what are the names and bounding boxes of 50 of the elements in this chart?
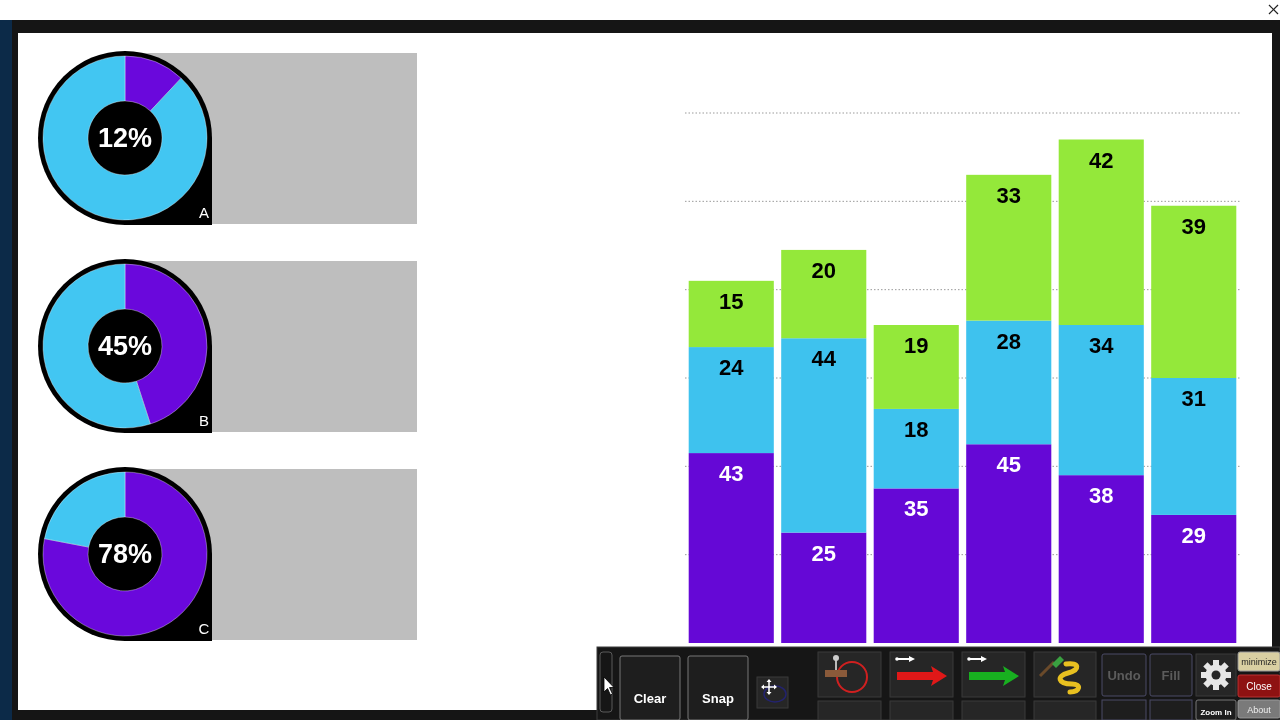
bar <box>688 453 774 643</box>
text: 45% <box>97 331 153 361</box>
bar <box>873 488 959 643</box>
button: Snap <box>687 655 749 720</box>
data-label: 15 <box>719 288 744 314</box>
data-label: 29 <box>1181 522 1206 548</box>
text: C <box>198 620 210 637</box>
button: minimize <box>1237 651 1280 672</box>
button: Close <box>1237 674 1280 698</box>
data-label: 18 <box>904 416 929 442</box>
bar <box>1151 514 1237 643</box>
data-label: 19 <box>904 333 929 358</box>
bar <box>873 408 959 489</box>
bar <box>781 338 867 533</box>
bar <box>1058 325 1144 476</box>
bar <box>688 347 774 454</box>
button: About <box>1237 699 1280 719</box>
bar <box>688 280 774 348</box>
bar <box>966 444 1052 643</box>
bar <box>1151 205 1237 378</box>
data-label: 35 <box>904 496 929 522</box>
bar <box>1058 475 1144 643</box>
button: Clear <box>619 655 681 720</box>
data-label: 43 <box>719 461 744 487</box>
text: A <box>198 204 210 221</box>
data-label: 39 <box>1181 213 1206 239</box>
bar <box>1151 378 1237 515</box>
data-label: 25 <box>811 540 836 566</box>
data-label: 38 <box>1089 483 1114 509</box>
button: Undo <box>1101 653 1147 697</box>
data-label: 24 <box>719 355 745 381</box>
data-label: 45 <box>996 452 1021 478</box>
text: 12% <box>97 123 153 153</box>
text: B <box>198 412 210 429</box>
bar <box>781 249 867 339</box>
data-label: 44 <box>811 346 837 372</box>
bar <box>966 174 1052 321</box>
button: Fill <box>1149 653 1193 697</box>
bar <box>1058 139 1144 325</box>
data-label: 28 <box>996 328 1021 354</box>
data-label: 33 <box>996 182 1021 208</box>
data-label: 31 <box>1181 386 1206 411</box>
data-label: 42 <box>1089 147 1114 173</box>
data-label: 34 <box>1089 333 1115 358</box>
bar <box>966 320 1052 445</box>
text: 78% <box>97 539 153 569</box>
bar <box>781 532 867 643</box>
button: Zoom In <box>1195 699 1237 720</box>
bar <box>873 325 959 409</box>
data-label: 20 <box>811 257 836 283</box>
